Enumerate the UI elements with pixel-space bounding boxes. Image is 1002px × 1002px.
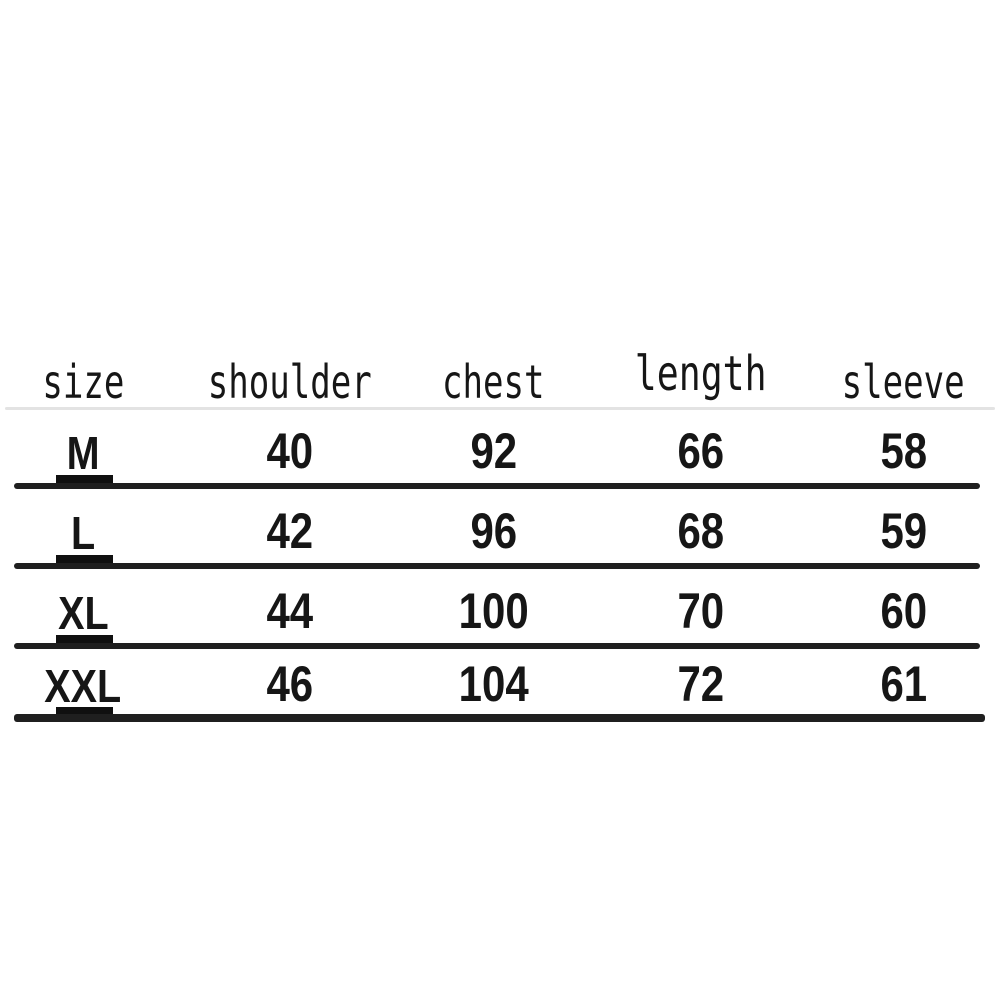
size-underline-mark-xxl [56, 707, 113, 718]
cell-m-size: M [0, 426, 188, 476]
size-label-xxl: XXL [44, 660, 122, 712]
row-divider-m [14, 483, 980, 489]
table-row-m: M 40 92 66 58 [0, 409, 1002, 489]
header-divider [5, 407, 995, 410]
value-m-chest: 92 [470, 423, 517, 479]
cell-m-sleeve: 58 [805, 426, 1002, 476]
cell-xl-sleeve: 60 [805, 586, 1002, 636]
size-underline-mark-m [56, 475, 113, 486]
value-xxl-length: 72 [677, 656, 724, 712]
value-m-length: 66 [677, 423, 724, 479]
cell-l-chest: 96 [391, 506, 596, 556]
value-xl-length: 70 [677, 583, 724, 639]
row-divider-xxl [14, 714, 985, 722]
column-header-sleeve-label: sleeve [842, 354, 965, 409]
row-divider-xl [14, 643, 980, 649]
column-header-size-label: size [42, 354, 124, 409]
column-header-sleeve: sleeve [805, 354, 1002, 409]
cell-l-sleeve: 59 [805, 506, 1002, 556]
size-underline-mark-l [56, 555, 113, 566]
row-divider-l [14, 563, 980, 569]
value-l-chest: 96 [470, 503, 517, 559]
cell-xl-size: XL [0, 586, 188, 636]
cell-l-size: L [0, 506, 188, 556]
row-l-cells: L 42 96 68 59 [0, 506, 1002, 556]
size-underline-mark-xl [56, 635, 113, 646]
cell-m-length: 66 [596, 426, 805, 476]
size-label-m: M [66, 427, 100, 479]
cell-xxl-chest: 104 [391, 659, 596, 709]
table-row-l: L 42 96 68 59 [0, 489, 1002, 569]
cell-xxl-length: 72 [596, 659, 805, 709]
value-xxl-sleeve: 61 [880, 656, 927, 712]
column-header-shoulder-label: shoulder [207, 354, 372, 409]
value-l-sleeve: 59 [880, 503, 927, 559]
row-m-cells: M 40 92 66 58 [0, 426, 1002, 476]
cell-m-chest: 92 [391, 426, 596, 476]
value-xl-sleeve: 60 [880, 583, 927, 639]
cell-xxl-shoulder: 46 [188, 659, 391, 709]
column-header-chest: chest [391, 354, 596, 409]
cell-xxl-size: XXL [0, 659, 188, 709]
size-label-l: L [70, 507, 96, 559]
column-header-length: length [596, 347, 805, 408]
cell-xl-shoulder: 44 [188, 586, 391, 636]
cell-xxl-sleeve: 61 [805, 659, 1002, 709]
value-m-sleeve: 58 [880, 423, 927, 479]
value-xxl-shoulder: 46 [266, 656, 313, 712]
row-xxl-cells: XXL 46 104 72 61 [0, 659, 1002, 709]
value-xxl-chest: 104 [458, 656, 529, 712]
column-header-chest-label: chest [442, 354, 545, 409]
table-row-xxl: XXL 46 104 72 61 [0, 649, 1002, 722]
cell-l-shoulder: 42 [188, 506, 391, 556]
value-xl-chest: 100 [458, 583, 529, 639]
cell-l-length: 68 [596, 506, 805, 556]
value-xl-shoulder: 44 [266, 583, 313, 639]
cell-m-shoulder: 40 [188, 426, 391, 476]
header-row: size shoulder chest length sleeve [0, 347, 1002, 409]
cell-xl-length: 70 [596, 586, 805, 636]
column-header-shoulder: shoulder [188, 354, 391, 409]
value-m-shoulder: 40 [266, 423, 313, 479]
column-header-size: size [0, 354, 188, 409]
value-l-shoulder: 42 [266, 503, 313, 559]
value-l-length: 68 [677, 503, 724, 559]
cell-xl-chest: 100 [391, 586, 596, 636]
column-header-length-label: length [634, 346, 767, 403]
table-row-xl: XL 44 100 70 60 [0, 569, 1002, 649]
size-label-xl: XL [57, 587, 109, 639]
row-xl-cells: XL 44 100 70 60 [0, 586, 1002, 636]
